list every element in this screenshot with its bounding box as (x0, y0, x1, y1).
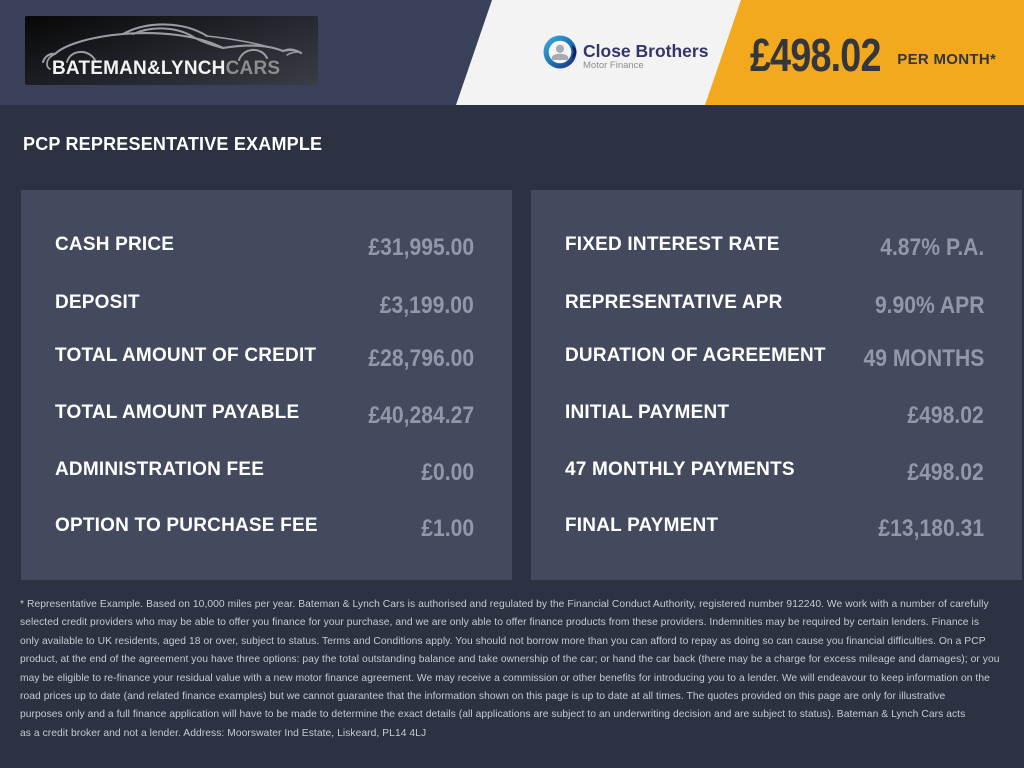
svg-text:Close Brothers: Close Brothers (583, 41, 709, 61)
svg-text:Motor Finance: Motor Finance (583, 60, 644, 71)
svg-text:BATEMAN&LYNCHCARS: BATEMAN&LYNCHCARS (52, 58, 280, 79)
